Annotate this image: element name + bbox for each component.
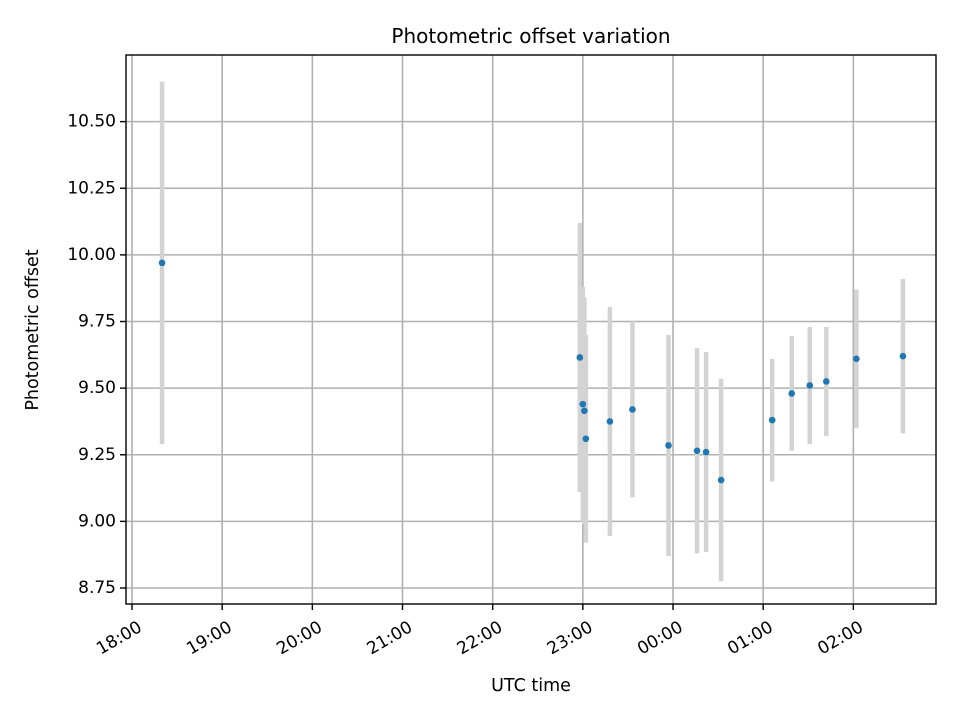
y-tick-label: 10.50 [67, 112, 116, 132]
data-point [853, 355, 860, 363]
data-point [665, 442, 672, 449]
data-point [582, 435, 590, 443]
y-tick-label: 8.75 [78, 578, 116, 598]
data-point [788, 390, 796, 397]
data-point [717, 476, 725, 484]
data-point [606, 418, 614, 425]
data-point [899, 352, 907, 360]
chart-title: Photometric offset variation [391, 24, 670, 48]
data-point [768, 416, 776, 424]
y-tick-label: 10.25 [67, 178, 116, 198]
y-tick-label: 9.75 [78, 312, 116, 332]
y-tick-label: 10.00 [67, 245, 116, 265]
data-point [822, 378, 830, 385]
data-point [581, 407, 588, 415]
data-point [806, 382, 814, 389]
data-points [158, 259, 907, 484]
plot-frame [125, 54, 937, 605]
y-axis-title: Photometric offset [23, 249, 43, 410]
data-point [702, 448, 710, 456]
y-tick-label: 9.25 [78, 445, 116, 465]
data-point [693, 447, 701, 455]
data-point [579, 400, 587, 408]
y-tick-label: 9.50 [78, 378, 116, 398]
y-tick-label: 9.00 [78, 511, 116, 531]
x-axis-title: UTC time [491, 676, 571, 696]
data-point [158, 259, 166, 267]
data-point [629, 406, 636, 413]
data-point [576, 354, 584, 361]
